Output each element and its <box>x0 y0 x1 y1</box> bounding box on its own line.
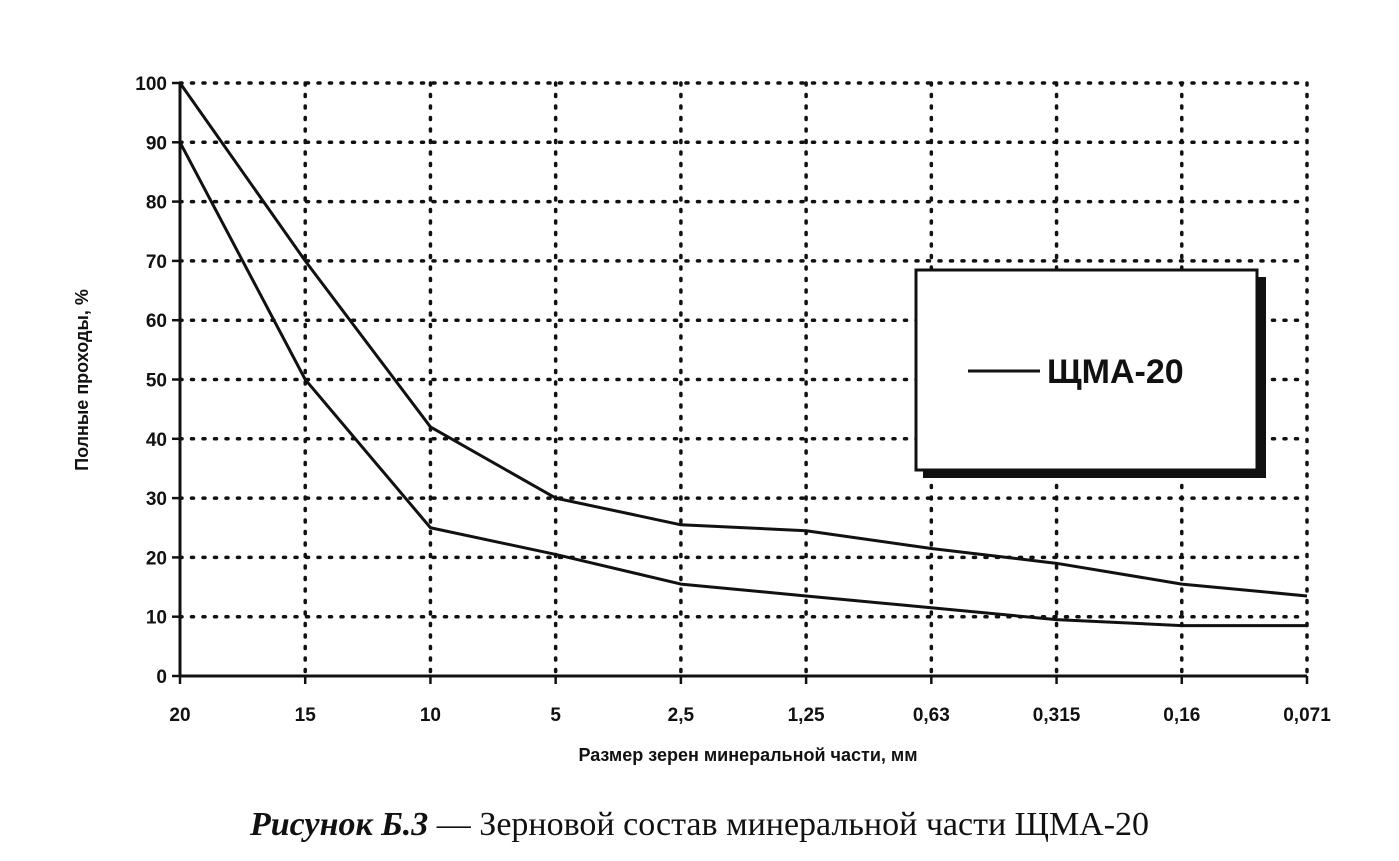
x-tick-label: 0,071 <box>1283 705 1331 726</box>
x-tick-label: 1,25 <box>788 705 825 726</box>
x-axis-title: Размер зерен минеральной части, мм <box>578 745 917 765</box>
x-tick-label: 2,5 <box>668 705 695 726</box>
x-tick-labels: 20 15 10 5 2,5 1,25 0,63 0,315 0,16 0,071 <box>169 705 1331 726</box>
y-tick-label: 20 <box>146 548 167 569</box>
y-tick-label: 80 <box>146 193 167 214</box>
caption-text: — Зерновой состав минеральной части ЩМА-… <box>428 806 1150 843</box>
series-upper-bound-line <box>178 82 1308 598</box>
x-tick-label: 0,63 <box>913 705 950 726</box>
y-tick-labels: 0 10 20 30 40 50 60 70 80 90 100 <box>135 74 167 688</box>
y-tick-label: 30 <box>146 489 167 510</box>
y-tick-label: 100 <box>135 74 167 95</box>
y-tick-label: 70 <box>146 252 167 273</box>
y-tick-label: 10 <box>146 608 167 629</box>
y-tick-label: 50 <box>146 371 167 392</box>
y-axis-title: Полные проходы, % <box>72 289 92 471</box>
y-tick-label: 0 <box>156 667 167 688</box>
x-tick-label: 0,315 <box>1033 705 1081 726</box>
x-tick-label: 0,16 <box>1163 705 1200 726</box>
x-tick-label: 5 <box>550 705 561 726</box>
figure-caption: Рисунок Б.3 — Зерновой состав минерально… <box>0 806 1399 844</box>
caption-prefix: Рисунок Б.3 <box>249 806 429 843</box>
y-tick-label: 40 <box>146 430 167 451</box>
legend: ЩМА-20 <box>914 268 1266 478</box>
x-tick-label: 10 <box>420 705 441 726</box>
y-tick-label: 90 <box>146 133 167 154</box>
axes <box>172 81 1309 684</box>
grid <box>178 81 1309 678</box>
y-tick-label: 60 <box>146 311 167 332</box>
x-tick-label: 15 <box>295 705 317 726</box>
series-lines <box>178 82 1308 628</box>
x-tick-label: 20 <box>169 705 190 726</box>
series-lower-bound-line <box>178 141 1307 628</box>
legend-label: ЩМА-20 <box>1047 353 1184 391</box>
